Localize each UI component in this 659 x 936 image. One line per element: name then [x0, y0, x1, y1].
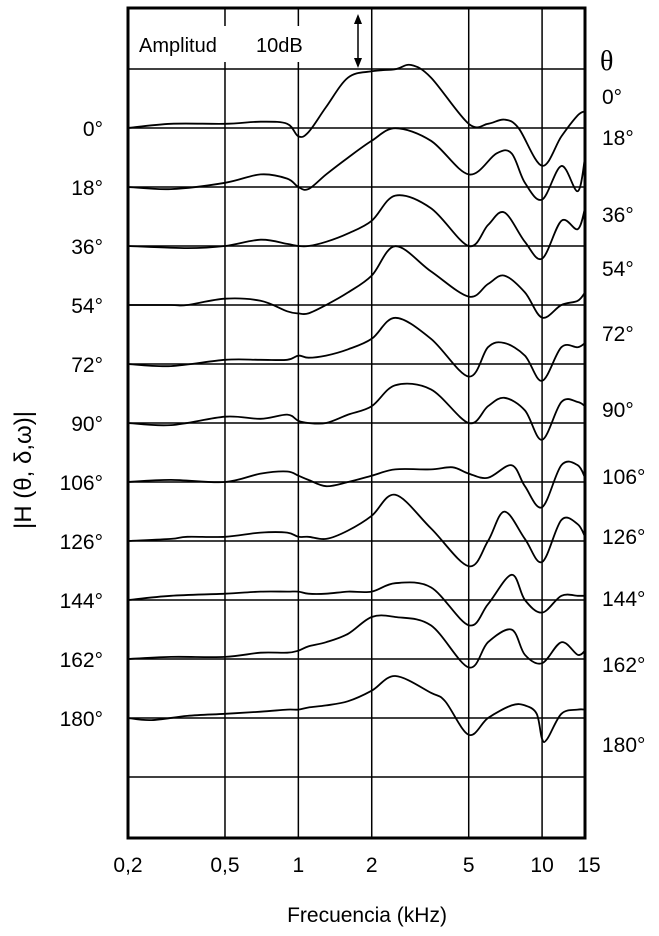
left-angle-label: 126°: [60, 531, 103, 554]
left-angle-label: 72°: [71, 354, 103, 377]
amplitude-value: 10dB: [256, 35, 303, 57]
series-curve: [127, 63, 586, 167]
right-angle-label: 180°: [602, 734, 645, 757]
left-angle-label: 90°: [71, 413, 103, 436]
x-tick-label: 0,2: [113, 854, 142, 877]
x-tick-label: 0,5: [210, 854, 239, 877]
series-curve: [127, 493, 586, 568]
x-tick-label: 15: [577, 854, 600, 877]
amplitude-scale: Amplitud 10dB: [132, 14, 362, 68]
left-angle-label: 180°: [60, 708, 103, 731]
right-angle-label: 162°: [602, 654, 645, 677]
right-angle-label: 54°: [602, 258, 634, 281]
right-angle-label: 0°: [602, 86, 622, 109]
right-angle-labels: 0° 18° 36° 54° 72° 90° 106° 126° 144° 162° 180°: [602, 86, 645, 757]
right-angle-label: 72°: [602, 323, 634, 346]
x-tick-labels: 0,2 0,5 1 2 5 10 15: [113, 854, 600, 877]
x-tick-label: 2: [366, 854, 378, 877]
left-angle-label: 36°: [71, 236, 103, 259]
right-angle-label: 126°: [602, 526, 645, 549]
x-axis-title: Frecuencia (kHz): [287, 904, 447, 927]
left-angle-labels: 0° 18° 36° 54° 72° 90° 106° 126° 144° 162° 180°: [60, 118, 103, 731]
grid: [128, 8, 585, 838]
x-tick-label: 10: [530, 854, 553, 877]
series-curve: [127, 614, 586, 669]
right-angle-label: 144°: [602, 588, 645, 611]
series-curve: [127, 316, 586, 382]
series-curve: [127, 127, 586, 201]
series-curve: [127, 382, 586, 441]
right-angle-label: 106°: [602, 466, 645, 489]
plot-frame: [126, 6, 587, 840]
amplitude-arrow-head-top: [354, 14, 362, 24]
amplitude-arrow-head-bottom: [354, 58, 362, 68]
curves: [127, 63, 586, 744]
theta-symbol: θ: [600, 46, 613, 77]
left-angle-label: 54°: [71, 295, 103, 318]
right-angle-label: 18°: [602, 127, 634, 150]
series-curve: [127, 573, 585, 627]
x-tick-label: 5: [463, 854, 475, 877]
y-axis-title: |H (θ, δ,ω)|: [10, 411, 37, 529]
series-curve: [127, 194, 586, 261]
amplitude-label: Amplitud: [139, 35, 217, 57]
right-angle-label: 90°: [602, 399, 634, 422]
series-curve: [128, 245, 586, 319]
x-tick-label: 1: [293, 854, 305, 877]
left-angle-label: 162°: [60, 649, 103, 672]
left-angle-label: 144°: [60, 590, 103, 613]
right-angle-label: 36°: [602, 204, 634, 227]
series-curve: [127, 675, 586, 744]
left-angle-label: 0°: [83, 118, 103, 141]
left-angle-label: 106°: [60, 472, 103, 495]
series-curve: [127, 460, 586, 509]
left-angle-label: 18°: [71, 177, 103, 200]
